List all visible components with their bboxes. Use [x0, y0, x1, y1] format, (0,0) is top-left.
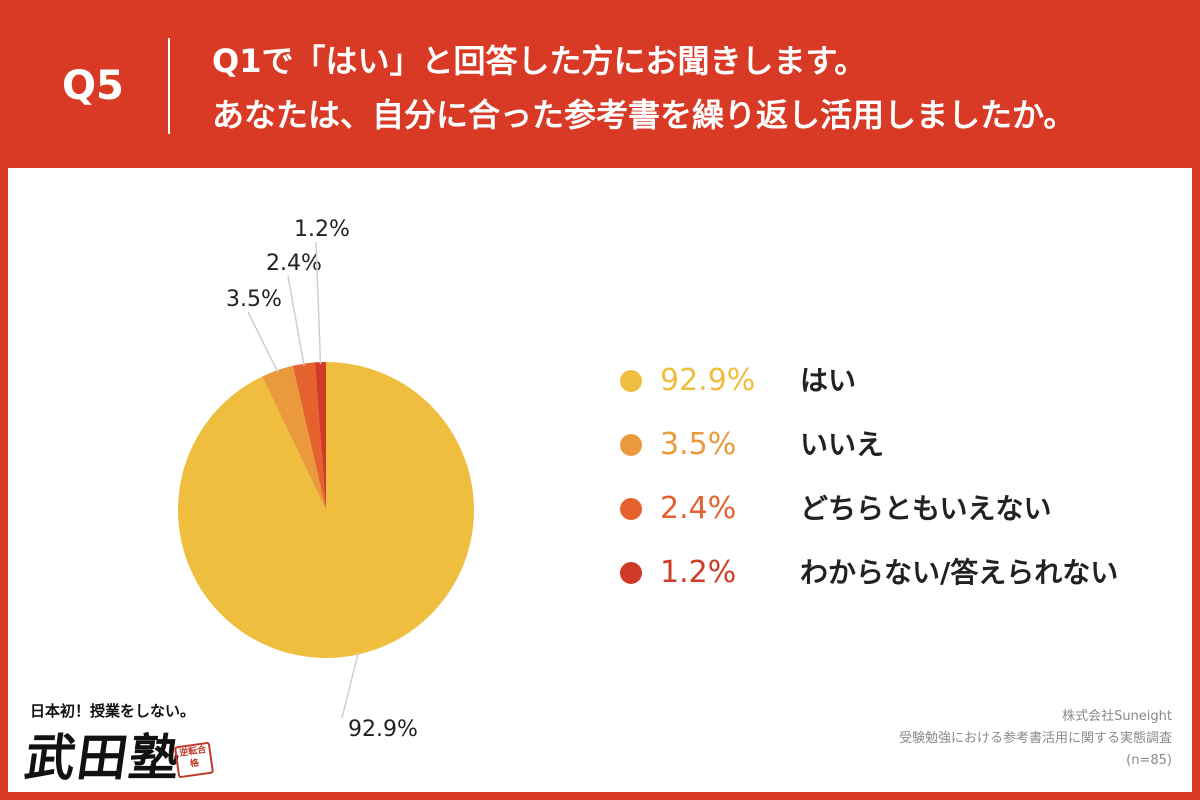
header: Q5 Q1で「はい」と回答した方にお聞きします。 あなたは、自分に合った参考書を…: [0, 0, 1200, 168]
data-label-slice-929: 92.9%: [348, 717, 418, 742]
legend-label: いいえ: [800, 428, 885, 461]
leader-line-slice-35: [247, 311, 279, 373]
data-label-slice-24: 2.4%: [266, 251, 322, 276]
legend-item: 2.4% どちらともいえない: [620, 488, 1180, 552]
legend-percentage: 2.4%: [660, 491, 737, 526]
legend-swatch: [620, 370, 642, 392]
legend-percentage: 92.9%: [660, 363, 756, 398]
leader-line-slice-12: [315, 241, 322, 365]
chart-panel: 92.9% 3.5% 2.4% 1.2% 92.9% はい 3.5% いいえ 2.4% どちらと…: [8, 168, 1192, 792]
question-title-line1: Q1で「はい」と回答した方にお聞きします。: [212, 42, 867, 80]
source-sample: (n=85): [1126, 753, 1172, 768]
pie-slice-24: [292, 362, 326, 510]
logo-name: 武田塾: [21, 728, 186, 787]
logo-seal: 逆転合格: [173, 741, 215, 779]
legend-label: どちらともいえない: [800, 492, 1052, 525]
source-note: 株式会社Suneight 受験勉強における参考書活用に関する実態調査 (n=85…: [899, 706, 1172, 772]
pie-slice-12: [314, 362, 326, 510]
data-label-slice-35: 3.5%: [226, 287, 282, 312]
header-divider: [168, 38, 170, 134]
chart-legend: 92.9% はい 3.5% いいえ 2.4% どちらともいえない 1.2% わからない/答えら…: [620, 360, 1180, 616]
logo-tagline: 日本初！授業をしない。: [30, 702, 196, 720]
leader-line-slice-24: [287, 275, 305, 366]
data-label-slice-12: 1.2%: [294, 217, 350, 242]
logo: 日本初！授業をしない。 武田塾 逆転合格: [16, 700, 216, 790]
question-title: Q1で「はい」と回答した方にお聞きします。 あなたは、自分に合った参考書を繰り返…: [212, 34, 1172, 142]
leader-line-slice-929: [341, 652, 360, 719]
question-title-line2: あなたは、自分に合った参考書を繰り返し活用しましたか。: [212, 96, 1076, 134]
legend-swatch: [620, 498, 642, 520]
legend-swatch: [620, 434, 642, 456]
pie-chart: 92.9% 3.5% 2.4% 1.2%: [178, 217, 474, 742]
legend-item: 3.5% いいえ: [620, 424, 1180, 488]
legend-swatch: [620, 562, 642, 584]
legend-label: わからない/答えられない: [800, 556, 1119, 589]
legend-percentage: 1.2%: [660, 555, 737, 590]
pie-slice-35: [262, 365, 326, 510]
legend-percentage: 3.5%: [660, 427, 737, 462]
source-survey: 受験勉強における参考書活用に関する実態調査: [898, 731, 1172, 746]
legend-item: 92.9% はい: [620, 360, 1180, 424]
source-company: 株式会社Suneight: [1062, 709, 1172, 724]
legend-label: はい: [800, 364, 857, 397]
legend-item: 1.2% わからない/答えられない: [620, 552, 1180, 616]
question-number: Q5: [62, 63, 124, 109]
